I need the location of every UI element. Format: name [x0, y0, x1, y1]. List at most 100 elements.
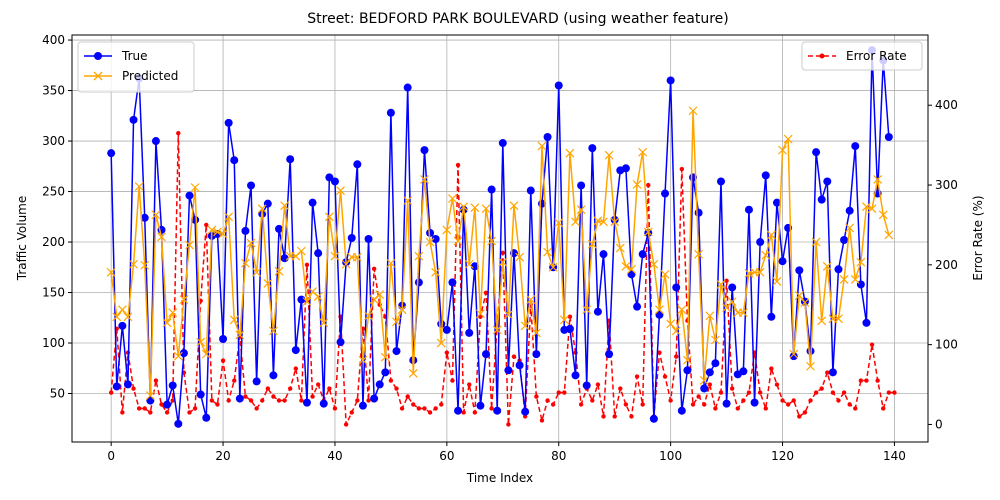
point-true — [448, 278, 457, 287]
point-predicted — [660, 269, 670, 279]
point-predicted — [201, 349, 211, 359]
point-predicted — [408, 368, 418, 378]
point-predicted — [358, 355, 368, 365]
point-predicted — [716, 280, 726, 289]
point-predicted — [503, 310, 513, 320]
point-error-rate — [539, 418, 545, 423]
point-true — [722, 399, 731, 408]
point-error-rate — [690, 402, 696, 407]
point-true — [420, 146, 429, 155]
point-true — [431, 235, 440, 244]
point-error-rate — [808, 398, 813, 403]
point-predicted — [414, 251, 424, 261]
point-error-rate — [881, 406, 886, 411]
point-predicted — [380, 352, 390, 362]
point-error-rate — [444, 350, 450, 355]
point-error-rate — [769, 366, 774, 371]
y-tick-label-left: 50 — [50, 387, 65, 401]
point-error-rate — [785, 402, 791, 407]
point-predicted — [599, 217, 608, 227]
point-predicted — [655, 305, 664, 315]
point-true — [761, 171, 770, 180]
point-true — [588, 144, 597, 153]
point-error-rate — [416, 406, 422, 411]
point-predicted — [431, 267, 441, 277]
point-true — [353, 160, 362, 169]
point-predicted — [218, 229, 228, 239]
point-error-rate — [562, 390, 567, 395]
point-true — [235, 394, 244, 403]
point-error-rate — [836, 398, 841, 403]
point-error-rate — [853, 406, 858, 411]
x-tick-label: 80 — [551, 449, 566, 463]
point-true — [482, 350, 491, 359]
point-error-rate — [534, 394, 539, 399]
point-predicted — [867, 204, 877, 214]
point-error-rate — [567, 314, 573, 319]
point-true — [308, 198, 317, 207]
point-error-rate — [455, 162, 461, 168]
point-true — [196, 390, 205, 399]
point-error-rate — [232, 378, 237, 383]
point-predicted — [420, 174, 429, 184]
point-predicted — [615, 243, 625, 253]
point-predicted — [185, 240, 194, 250]
point-predicted — [145, 391, 155, 400]
point-predicted — [313, 292, 323, 301]
point-true — [750, 398, 759, 407]
point-error-rate — [590, 398, 595, 403]
point-error-rate — [304, 262, 310, 268]
legend-error-marker — [819, 53, 825, 59]
point-predicted — [772, 276, 782, 286]
point-true — [834, 265, 843, 274]
series-layer — [106, 46, 897, 428]
point-predicted — [761, 250, 771, 260]
point-true — [655, 310, 664, 319]
point-predicted — [319, 318, 329, 328]
point-predicted — [727, 297, 737, 307]
chart-title: Street: BEDFORD PARK BOULEVARD (using we… — [307, 11, 729, 27]
point-error-rate — [142, 406, 147, 411]
y-tick-label-right: 0 — [935, 417, 943, 431]
point-predicted — [162, 318, 172, 328]
point-predicted — [229, 315, 239, 325]
point-error-rate — [371, 266, 377, 272]
point-error-rate — [595, 382, 601, 387]
point-predicted — [459, 202, 469, 212]
point-error-rate — [550, 402, 556, 407]
point-error-rate — [204, 222, 209, 228]
point-true — [862, 318, 871, 327]
point-error-rate — [713, 406, 718, 411]
point-true — [230, 156, 239, 165]
x-tick-label: 140 — [883, 449, 906, 463]
point-error-rate — [864, 378, 869, 383]
point-predicted — [498, 257, 508, 267]
point-error-rate — [427, 410, 433, 415]
point-predicted — [117, 305, 127, 315]
legend-left: True Predicted — [77, 41, 195, 93]
point-predicted — [834, 314, 843, 324]
point-predicted — [470, 203, 480, 213]
point-error-rate — [192, 406, 198, 411]
point-true — [504, 366, 513, 375]
point-error-rate — [108, 390, 114, 395]
point-predicted — [515, 252, 525, 262]
point-predicted — [448, 194, 457, 204]
point-true — [224, 118, 233, 127]
point-predicted — [442, 225, 452, 235]
point-predicted — [392, 317, 401, 327]
y-tick-label-right: 200 — [935, 258, 958, 272]
series-line-predicted — [110, 109, 890, 397]
point-true — [319, 399, 328, 408]
point-predicted — [677, 305, 687, 315]
point-predicted — [766, 230, 776, 240]
legend-error-label: Error Rate — [846, 49, 907, 63]
point-predicted — [481, 204, 491, 214]
y-tick-label-left: 100 — [42, 336, 65, 350]
point-predicted — [666, 319, 676, 329]
point-true — [168, 381, 177, 390]
x-axis: 0 20 40 60 80 100 120 140 — [107, 442, 906, 463]
point-error-rate — [774, 382, 780, 387]
point-error-rate — [729, 386, 735, 391]
